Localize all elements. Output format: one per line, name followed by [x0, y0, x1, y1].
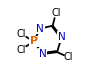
Text: P: P [30, 36, 38, 46]
Text: N: N [39, 49, 46, 59]
Text: N: N [36, 24, 44, 34]
Text: Cl: Cl [64, 52, 73, 62]
Text: N: N [58, 32, 65, 42]
Text: Cl: Cl [16, 29, 26, 39]
Text: Cl: Cl [51, 8, 61, 18]
Text: Cl: Cl [16, 45, 26, 55]
